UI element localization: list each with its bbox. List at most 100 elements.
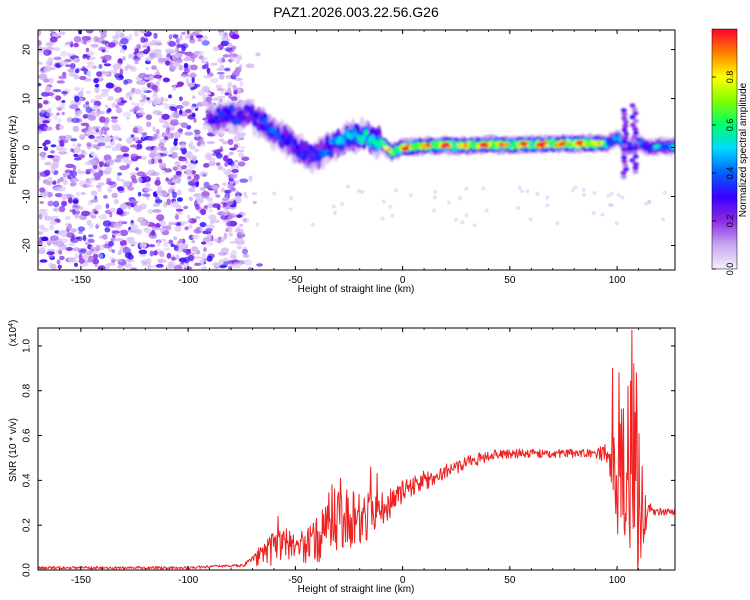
spectrogram-noise-blob [175,211,183,216]
spectrogram-noise-blob [179,109,183,115]
spectrogram-noise-blob [90,151,95,157]
spectrogram-noise-blob [203,181,210,188]
spectrogram-ridge-cell [301,154,307,162]
spectrogram-noise-blob [59,139,64,147]
spectrogram-noise-blob [237,161,246,167]
spectrogram-noise-blob [185,160,189,164]
spectrogram-noise-blob [59,60,68,66]
spectrogram-noise-blob [191,107,195,111]
spectrogram-noise-blob [59,255,65,261]
spectrogram-noise-blob [233,144,239,149]
spectrogram-noise-blob [147,265,151,270]
spectrogram-noise-blob [191,234,200,240]
spectrogram-noise-blob [93,100,102,107]
spectrogram-noise-blob [227,168,232,174]
spectrogram-noise-blob [43,67,51,72]
spectrogram-noise-blob [49,30,55,33]
spectrogram-noise-blob [152,203,161,207]
spectrogram-noise-blob [93,35,99,43]
spectrogram-noise-blob [74,253,79,260]
spectrogram-noise-blob [239,223,243,227]
spectrogram-noise-blob [187,176,192,180]
spectrogram-noise-blob [140,220,147,227]
spectrogram-ridge-cell [288,134,294,141]
spectrogram-noise-blob [230,34,240,40]
spectrogram-noise-blob [116,186,125,192]
spectrogram-faint-blob [331,204,336,209]
spectrogram-noise-blob [137,126,144,132]
spectrogram-noise-blob [159,238,167,242]
svg-text:(x104): (x104) [8,320,20,347]
spectrogram-noise-blob [182,100,190,106]
spectrogram-noise-blob [228,151,234,156]
spectrogram-noise-blob [136,229,142,236]
spectrogram-spur-cell [620,170,627,176]
spectrogram-noise-blob [103,154,112,161]
spectrogram-noise-blob [141,87,148,92]
spectrogram-noise-blob [142,227,150,231]
spectrogram-noise-blob [134,136,139,142]
spectrogram-noise-blob [107,42,116,48]
spectrogram-noise-blob [49,220,58,225]
spectrogram-noise-blob [100,56,106,60]
snr-x-tick-label: 100 [609,575,626,586]
spectrogram-noise-blob [239,178,249,183]
spectrogram-noise-blob [223,155,229,162]
spectrogram-noise-blob [175,37,180,44]
spectrogram-faint-blob [289,196,293,201]
spectrogram-noise-blob [127,203,132,210]
spectrogram-noise-blob [87,126,93,131]
snr-frame [37,327,676,571]
spectrogram-ridge-cell [294,144,301,151]
spectrogram-ridge-cell [376,142,382,149]
spectrogram-noise-blob [90,190,98,196]
spectrogram-spur-cell [632,162,639,167]
spectrogram-noise-blob [158,159,163,164]
spectrogram-noise-blob [78,180,86,188]
spectrogram-noise-blob [48,77,54,84]
spectrogram-noise-blob [39,187,46,193]
spectrogram-noise-blob [58,205,66,213]
spectrogram-noise-blob [98,253,104,259]
spectrogram-noise-blob [152,92,158,96]
spectrogram-noise-blob [230,173,238,179]
spectrogram-noise-blob [141,261,148,266]
spectrogram-noise-blob [94,204,103,211]
spectrogram-noise-blob [59,238,69,244]
snr-y-tick-label: 1.0 [22,339,33,353]
spectrogram-noise-blob [52,89,62,93]
spectrogram-noise-blob [236,245,243,250]
spectrogram-noise-blob [224,161,229,167]
spectrogram-noise-blob [127,254,134,260]
spectrogram-noise-blob [142,193,151,198]
spectrogram-noise-blob [152,40,162,44]
spectrogram-noise-blob [136,143,143,150]
spectrogram-noise-blob [44,215,52,221]
spectrogram-noise-blob [153,146,162,151]
spectrogram-noise-blob [238,64,242,71]
spectrogram-noise-blob [137,191,142,197]
spectrogram-noise-blob [229,252,234,257]
spectrogram-noise-blob [104,122,109,128]
spectrogram-noise-blob [38,73,48,81]
spectrogram-noise-blob [201,40,210,46]
spectrogram-noise-blob [134,88,142,95]
spectrogram-noise-blob [79,75,87,81]
spectrogram-faint-blob [570,188,575,193]
spectrogram-spur-cell [632,111,639,116]
spectrogram-noise-blob [147,136,157,142]
spectrogram-noise-blob [200,208,207,216]
spectrogram-noise-blob [113,222,123,230]
spectrogram-noise-blob [229,147,237,151]
snr-x-tick-label: -100 [178,575,198,586]
spectrogram-noise-blob [208,214,217,221]
spectrogram-noise-blob [69,104,79,110]
spectrogram-noise-blob [225,74,233,79]
spectrogram-noise-blob [201,101,210,106]
spectrogram-spur-cell [631,150,638,155]
spectrogram-y-tick-label: 0 [22,144,33,150]
spectrogram-noise-blob [140,241,147,249]
spectrogram-noise-blob [187,73,196,78]
spectrogram-noise-blob [192,103,197,107]
spectrogram-noise-blob [202,35,208,41]
